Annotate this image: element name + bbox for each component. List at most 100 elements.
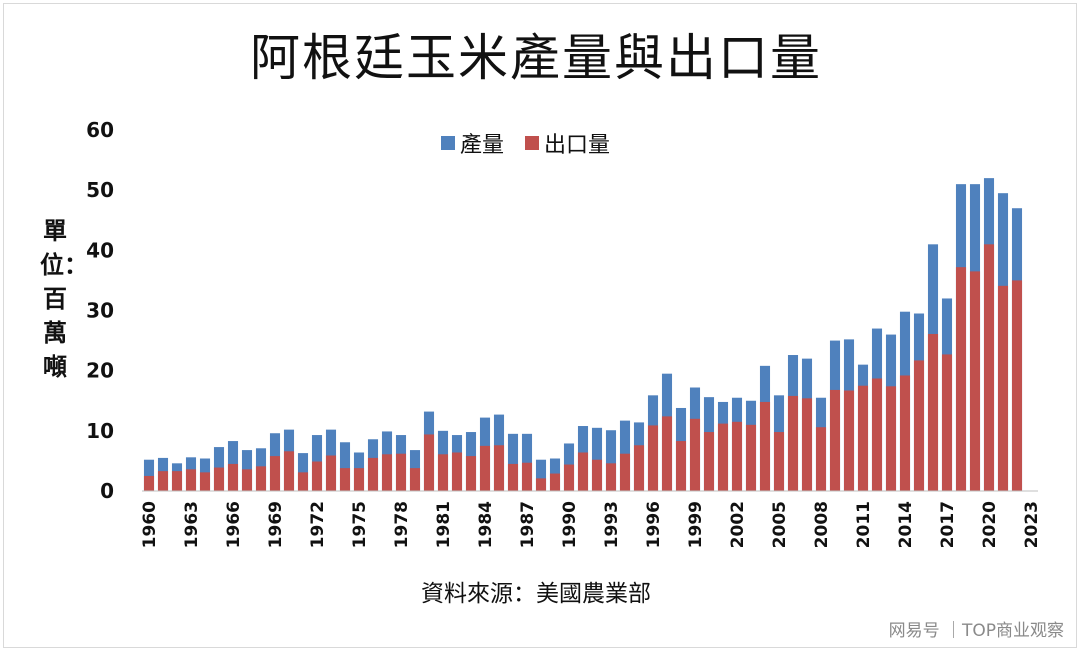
bar-export [913, 360, 925, 491]
bar-export [871, 378, 883, 491]
bar-export [745, 424, 757, 491]
legend-swatch-production [440, 135, 456, 151]
x-tick-label: 1999 [686, 501, 706, 548]
chart-title: 阿根廷玉米產量與出口量 [250, 29, 822, 87]
bar-production [521, 433, 533, 491]
bar-export [241, 469, 253, 491]
bar-export [297, 472, 309, 491]
bar-production [297, 453, 309, 491]
x-tick-label: 2014 [896, 501, 916, 548]
bar-export [577, 452, 589, 491]
bar-production [605, 430, 617, 491]
bar-export [143, 475, 155, 491]
bar-export [325, 455, 337, 491]
x-tick-label: 1972 [308, 501, 328, 548]
x-tick-label: 2023 [1022, 501, 1042, 548]
bar-export [535, 478, 547, 491]
bar-export [857, 385, 869, 491]
y-tick-label: 0 [100, 479, 114, 503]
bar-export [1011, 280, 1023, 491]
bar-production [535, 459, 547, 491]
bar-export [227, 463, 239, 491]
bar-export [339, 468, 351, 491]
bar-export [619, 453, 631, 491]
legend: 產量 出口量 [440, 127, 630, 159]
bar-export [451, 452, 463, 491]
bar-export [689, 418, 701, 491]
bar-production [591, 427, 603, 491]
source-note: 資料來源：美國農業部 [421, 581, 651, 607]
legend-swatch-export [524, 135, 541, 151]
y-tick-label: 40 [86, 238, 114, 262]
legend-item-export: 出口量 [524, 127, 610, 159]
bar-export [255, 466, 267, 491]
bar-export [927, 333, 939, 491]
x-tick-label: 2005 [770, 501, 790, 548]
legend-item-production: 產量 [440, 127, 504, 159]
x-tick-label: 1981 [434, 501, 454, 548]
bar-export [801, 398, 813, 491]
bar-export [157, 471, 169, 491]
bar-export [675, 441, 687, 491]
bar-export [633, 445, 645, 491]
bar-export [479, 445, 491, 492]
bar-export [983, 244, 995, 491]
x-tick-label: 1975 [350, 501, 370, 548]
bar-export [759, 401, 771, 491]
x-tick-label: 1996 [644, 501, 664, 548]
bar-production [339, 442, 351, 491]
x-tick-label: 1993 [602, 501, 622, 548]
bar-export [493, 445, 505, 491]
bar-export [773, 432, 785, 491]
bar-export [437, 454, 449, 491]
bar-export [171, 471, 183, 491]
bar-export [465, 456, 477, 491]
bar-export [955, 267, 967, 491]
bar-export [269, 456, 281, 491]
bar-export [409, 468, 421, 491]
bar-export [997, 285, 1009, 491]
bar-export [717, 423, 729, 491]
bar-export [731, 421, 743, 491]
y-tick-label: 50 [86, 178, 114, 202]
y-tick-label: 60 [86, 118, 114, 142]
bar-production [507, 433, 519, 491]
bar-export [969, 271, 981, 491]
legend-label-production: 產量 [460, 133, 505, 158]
bar-export [605, 463, 617, 491]
x-tick-label: 2008 [812, 501, 832, 548]
bar-export [787, 395, 799, 491]
bar-export [213, 467, 225, 491]
bar-export [815, 427, 827, 491]
bar-export [367, 457, 379, 491]
bar-export [647, 425, 659, 491]
bar-export [899, 375, 911, 491]
bar-export [661, 416, 673, 491]
x-tick-label: 2017 [938, 501, 958, 548]
y-tick-label: 30 [86, 299, 114, 323]
bar-export [563, 464, 575, 491]
bar-export [507, 463, 519, 491]
bar-export [199, 472, 211, 491]
bar-export [941, 354, 953, 491]
bar-export [423, 434, 435, 491]
x-tick-label: 1963 [182, 501, 202, 548]
bar-export [591, 459, 603, 491]
x-tick-label: 1978 [392, 501, 412, 548]
bar-export [703, 432, 715, 491]
x-tick-label: 2002 [728, 501, 748, 548]
bar-export [381, 454, 393, 491]
bar-production [143, 459, 155, 491]
x-tick-label: 1966 [224, 501, 244, 548]
bar-export [549, 473, 561, 491]
y-tick-label: 10 [86, 419, 114, 443]
x-tick-label: 1987 [518, 501, 538, 548]
bar-export [829, 389, 841, 491]
bar-export [283, 451, 295, 491]
legend-label-export: 出口量 [544, 133, 611, 158]
bar-export [185, 469, 197, 491]
watermark: 网易号 ｜TOP商业观察 [888, 621, 1064, 641]
chart-frame [3, 3, 1077, 648]
bar-export [311, 461, 323, 491]
